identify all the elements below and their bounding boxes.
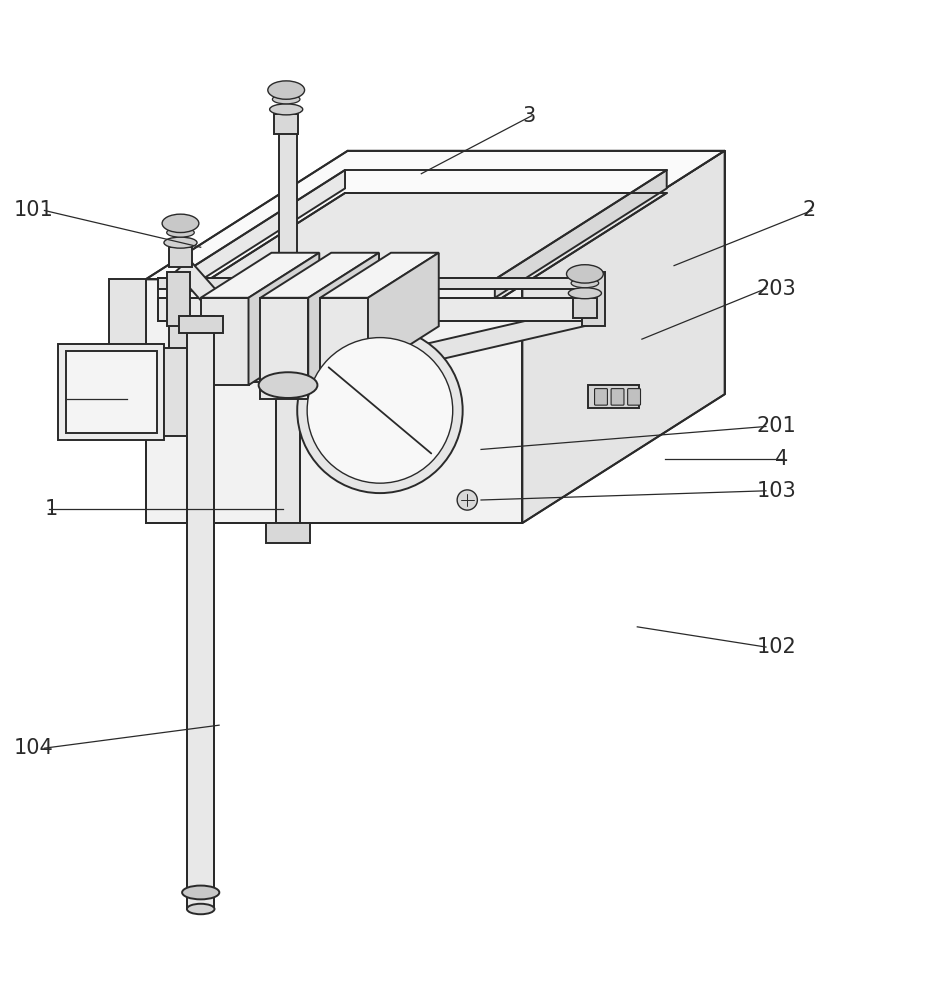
Ellipse shape xyxy=(566,265,603,283)
Circle shape xyxy=(297,328,462,493)
Polygon shape xyxy=(66,351,156,433)
Text: 102: 102 xyxy=(757,637,796,657)
Ellipse shape xyxy=(268,81,304,99)
Polygon shape xyxy=(286,307,589,394)
Polygon shape xyxy=(320,253,438,298)
Text: 104: 104 xyxy=(14,738,54,758)
Polygon shape xyxy=(274,114,298,134)
Text: 4: 4 xyxy=(775,449,788,469)
Polygon shape xyxy=(168,325,191,371)
Ellipse shape xyxy=(571,278,598,288)
Polygon shape xyxy=(523,151,724,523)
Ellipse shape xyxy=(259,372,317,398)
Polygon shape xyxy=(582,272,605,326)
Polygon shape xyxy=(109,279,145,362)
Polygon shape xyxy=(495,170,667,298)
Text: 2: 2 xyxy=(803,200,816,220)
Polygon shape xyxy=(261,253,379,298)
Text: 101: 101 xyxy=(14,200,54,220)
Polygon shape xyxy=(266,523,310,543)
Polygon shape xyxy=(588,385,638,408)
Text: 103: 103 xyxy=(757,481,796,501)
Polygon shape xyxy=(173,279,495,298)
Polygon shape xyxy=(58,344,164,440)
Polygon shape xyxy=(249,253,319,385)
FancyBboxPatch shape xyxy=(611,389,624,405)
Polygon shape xyxy=(261,298,308,399)
FancyBboxPatch shape xyxy=(595,389,608,405)
Ellipse shape xyxy=(162,214,199,233)
Text: 5: 5 xyxy=(64,389,77,409)
Polygon shape xyxy=(368,253,438,371)
Polygon shape xyxy=(573,298,597,318)
Polygon shape xyxy=(157,278,600,289)
Polygon shape xyxy=(320,298,368,371)
Circle shape xyxy=(457,490,477,510)
Text: 3: 3 xyxy=(523,106,536,126)
Text: 203: 203 xyxy=(757,279,796,299)
FancyBboxPatch shape xyxy=(628,389,640,405)
Polygon shape xyxy=(276,390,300,523)
Polygon shape xyxy=(308,253,379,399)
Polygon shape xyxy=(168,247,192,267)
Ellipse shape xyxy=(270,104,302,115)
Polygon shape xyxy=(157,298,600,321)
Polygon shape xyxy=(205,351,325,364)
Polygon shape xyxy=(173,193,667,302)
Circle shape xyxy=(307,338,452,483)
Polygon shape xyxy=(176,260,295,391)
Ellipse shape xyxy=(166,228,194,237)
Ellipse shape xyxy=(272,95,300,104)
Ellipse shape xyxy=(182,886,219,899)
Polygon shape xyxy=(145,279,523,523)
Polygon shape xyxy=(278,132,297,385)
Ellipse shape xyxy=(568,288,601,299)
Text: 1: 1 xyxy=(45,499,58,519)
Polygon shape xyxy=(164,348,201,436)
Polygon shape xyxy=(145,151,724,279)
Polygon shape xyxy=(173,170,345,298)
Polygon shape xyxy=(201,298,249,385)
Polygon shape xyxy=(179,316,223,333)
Ellipse shape xyxy=(164,237,197,248)
Ellipse shape xyxy=(187,904,215,914)
Polygon shape xyxy=(187,316,215,909)
Polygon shape xyxy=(205,369,306,382)
Text: 201: 201 xyxy=(757,416,796,436)
Polygon shape xyxy=(166,272,190,326)
Polygon shape xyxy=(201,253,319,298)
